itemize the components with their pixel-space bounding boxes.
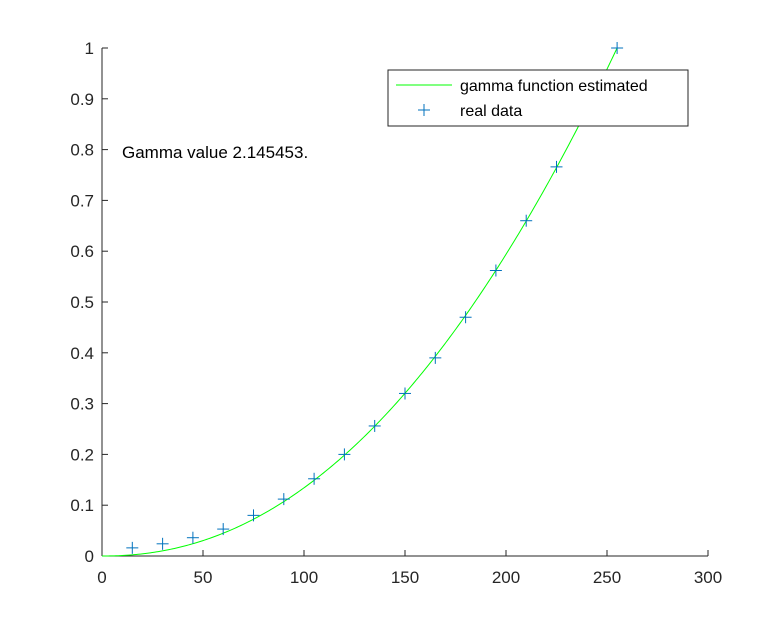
real-data-point	[308, 472, 321, 485]
y-tick-label: 0.3	[70, 395, 94, 414]
y-tick-label: 0.2	[70, 445, 94, 464]
x-tick-label: 200	[492, 568, 520, 587]
axes: 0 50 100 150 200 250 300 0 0.1 0.2 0.3 0.4 0.5 0.6 0.7…	[70, 39, 722, 587]
real-data-point	[399, 387, 411, 400]
legend: gamma function estimated real data	[387, 69, 689, 127]
real-data-point	[611, 42, 624, 54]
legend-label-real-data: real data	[460, 103, 522, 120]
y-tick-label: 0.7	[70, 191, 94, 210]
x-tick-label: 250	[593, 568, 621, 587]
legend-marker-sample	[418, 104, 430, 116]
real-data-point	[247, 509, 260, 522]
real-data-point	[217, 523, 230, 536]
real-data-point	[429, 351, 442, 364]
x-tick-label: 0	[97, 568, 106, 587]
legend-label-gamma: gamma function estimated	[460, 78, 648, 95]
real-data-point	[277, 493, 290, 506]
real-data-point	[459, 311, 472, 324]
y-tick-label: 0.6	[70, 242, 94, 261]
x-tick-label: 50	[194, 568, 213, 587]
real-data-point	[126, 541, 139, 554]
x-tick-label: 100	[290, 568, 318, 587]
real-data-point	[338, 448, 351, 461]
real-data-point	[186, 531, 199, 544]
real-data-point	[368, 419, 381, 432]
real-data-point	[156, 537, 169, 550]
plot-area	[102, 42, 624, 557]
y-tick-label: 0.8	[70, 141, 94, 160]
gamma-annotation: Gamma value 2.145453.	[122, 143, 308, 162]
real-data-point	[489, 264, 502, 277]
y-tick-label: 0.1	[70, 496, 94, 515]
x-tick-label: 300	[694, 568, 722, 587]
y-tick-label: 0.4	[70, 344, 94, 363]
y-tick-label: 0.5	[70, 293, 94, 312]
y-tick-label: 0	[85, 547, 94, 566]
gamma-curve-line	[102, 47, 618, 557]
x-tick-label: 150	[391, 568, 419, 587]
y-tick-label: 0.9	[70, 90, 94, 109]
y-tick-label: 1	[85, 39, 94, 58]
real-data-point	[550, 160, 563, 173]
legend-box	[387, 69, 689, 127]
real-data-point	[520, 214, 533, 227]
